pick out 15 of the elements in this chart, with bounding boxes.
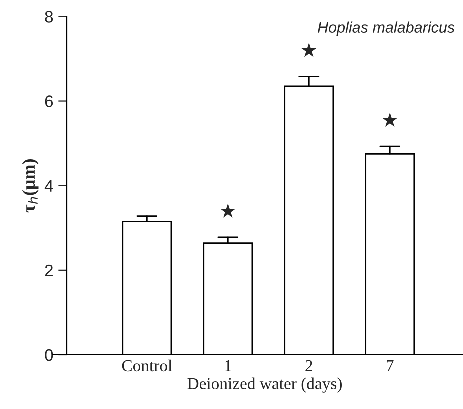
x-tick-label: 7: [387, 360, 394, 372]
annotation: ★: [382, 112, 398, 127]
x-tick-label: 1: [225, 360, 232, 372]
y-tick-label: 4: [44, 180, 54, 192]
y-axis-title: τ$_{h}$(μm): [22, 160, 39, 213]
y-tick-label: 2: [45, 264, 53, 276]
annotation: ★: [220, 204, 236, 218]
y-tick-label: 0: [45, 349, 54, 362]
annotation: ★: [302, 43, 317, 58]
x-tick-label: 2: [306, 360, 312, 372]
y-tick-label: 6: [45, 96, 54, 108]
chart-title: Hoplias malabaricus: [318, 22, 455, 36]
x-tick-label: Control: [122, 360, 172, 372]
x-axis-title: Deionized water (days): [188, 378, 342, 393]
y-tick-label: 8: [45, 11, 54, 23]
